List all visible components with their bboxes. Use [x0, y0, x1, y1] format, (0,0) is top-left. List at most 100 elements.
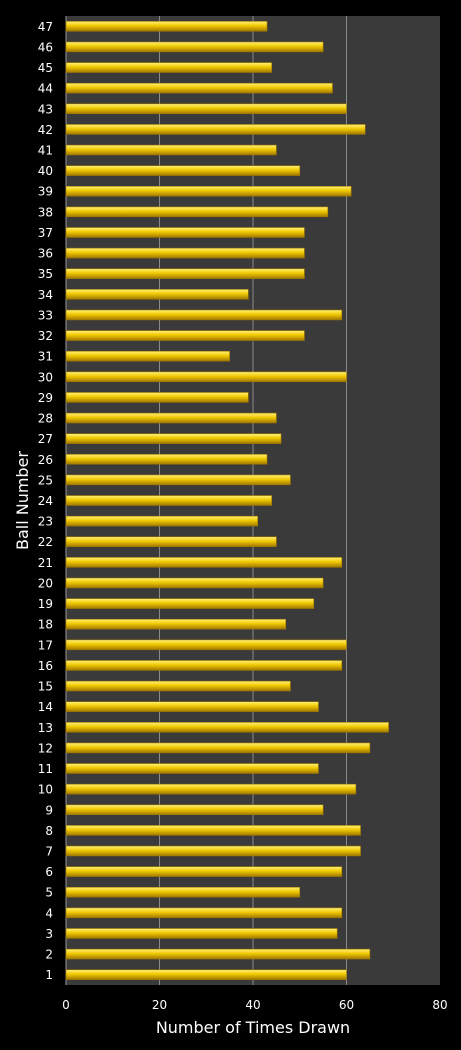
bar-ball-37	[65, 227, 305, 238]
bar-ball-19	[65, 598, 315, 609]
bar-ball-39	[65, 185, 352, 197]
y-tick-label: 6	[45, 865, 53, 879]
bar-ball-2	[65, 948, 371, 960]
y-tick-label: 23	[38, 515, 53, 529]
bar-ball-33	[65, 309, 343, 321]
y-tick-label: 42	[38, 123, 53, 137]
bar-ball-1	[65, 969, 347, 980]
bar-ball-30	[65, 371, 347, 383]
bar-ball-28	[65, 412, 277, 424]
bar-ball-12	[65, 742, 371, 754]
bar-ball-42	[65, 124, 366, 135]
y-tick-label: 47	[38, 20, 53, 34]
y-tick-label: 13	[38, 721, 53, 735]
bar-ball-17	[65, 639, 347, 651]
bar-ball-40	[65, 165, 301, 176]
y-tick-label: 24	[38, 494, 53, 508]
y-tick-label: 5	[45, 886, 53, 900]
bar-ball-14	[65, 701, 319, 712]
bar-ball-4	[65, 907, 343, 919]
y-tick-label: 33	[38, 308, 53, 322]
bar-ball-22	[65, 536, 277, 547]
bar-ball-46	[65, 41, 324, 53]
x-tick-label: 40	[245, 998, 260, 1012]
x-tick-label: 60	[339, 998, 354, 1012]
bar-ball-45	[65, 62, 272, 73]
bar-ball-13	[65, 722, 389, 733]
bar-ball-7	[65, 845, 361, 857]
bar-ball-34	[65, 289, 249, 300]
x-tick-label: 80	[432, 998, 447, 1012]
y-tick-label: 26	[38, 453, 53, 467]
y-tick-label: 44	[38, 82, 53, 96]
y-tick-label: 12	[38, 741, 53, 755]
bar-ball-29	[65, 392, 249, 403]
bar-ball-24	[65, 495, 272, 506]
y-tick-label: 36	[38, 247, 53, 261]
bar-ball-47	[65, 21, 268, 32]
y-tick-label: 37	[38, 226, 53, 240]
bar-ball-23	[65, 515, 258, 527]
y-tick-label: 11	[38, 762, 53, 776]
bar-ball-5	[65, 886, 301, 898]
bar-ball-21	[65, 557, 343, 568]
x-tick-label: 20	[152, 998, 167, 1012]
y-tick-label: 43	[38, 102, 53, 116]
y-axis-title: Ball Number	[13, 451, 32, 550]
bar-ball-38	[65, 206, 329, 218]
bars	[65, 21, 389, 980]
bar-ball-9	[65, 804, 324, 816]
y-tick-label: 16	[38, 659, 53, 673]
y-tick-label: 30	[38, 370, 53, 384]
y-tick-label: 10	[38, 783, 53, 797]
x-axis-title: Number of Times Drawn	[156, 1018, 350, 1037]
y-tick-label: 28	[38, 412, 53, 426]
y-tick-label: 7	[45, 844, 53, 858]
bar-ball-44	[65, 82, 333, 94]
y-tick-label: 4	[45, 906, 53, 920]
y-tick-label: 1	[45, 968, 53, 982]
y-tick-label: 29	[38, 391, 53, 405]
bar-ball-27	[65, 433, 282, 444]
y-tick-label: 17	[38, 638, 53, 652]
bar-ball-20	[65, 577, 324, 589]
y-tick-label: 46	[38, 40, 53, 54]
y-tick-label: 41	[38, 144, 53, 158]
bar-ball-41	[65, 144, 277, 156]
bar-ball-32	[65, 330, 305, 341]
y-tick-labels: 1234567891011121314151617181920212223242…	[38, 20, 53, 982]
bar-ball-31	[65, 350, 230, 362]
bar-ball-11	[65, 763, 319, 774]
bar-ball-35	[65, 268, 305, 279]
y-tick-label: 18	[38, 618, 53, 632]
y-tick-label: 19	[38, 597, 53, 611]
y-tick-label: 8	[45, 824, 53, 838]
bar-ball-18	[65, 618, 287, 630]
y-tick-label: 34	[38, 288, 53, 302]
x-tick-labels: 0 20 40 60 80	[62, 998, 447, 1012]
y-tick-label: 15	[38, 680, 53, 694]
y-tick-label: 32	[38, 329, 53, 343]
y-tick-label: 9	[45, 803, 53, 817]
bar-ball-6	[65, 866, 343, 877]
y-tick-label: 31	[38, 350, 53, 364]
y-tick-label: 40	[38, 164, 53, 178]
bar-ball-10	[65, 783, 357, 795]
x-tick-label: 0	[62, 998, 70, 1012]
y-tick-label: 14	[38, 700, 53, 714]
bar-ball-25	[65, 474, 291, 486]
y-tick-label: 27	[38, 432, 53, 446]
bar-ball-8	[65, 825, 361, 836]
y-tick-label: 20	[38, 576, 53, 590]
y-tick-label: 35	[38, 267, 53, 281]
bar-ball-26	[65, 454, 268, 465]
bar-ball-36	[65, 247, 305, 259]
bar-ball-16	[65, 660, 343, 671]
y-tick-label: 25	[38, 473, 53, 487]
y-tick-label: 22	[38, 535, 53, 549]
y-tick-label: 38	[38, 205, 53, 219]
bar-ball-3	[65, 928, 338, 939]
y-tick-label: 2	[45, 948, 53, 962]
y-tick-label: 21	[38, 556, 53, 570]
